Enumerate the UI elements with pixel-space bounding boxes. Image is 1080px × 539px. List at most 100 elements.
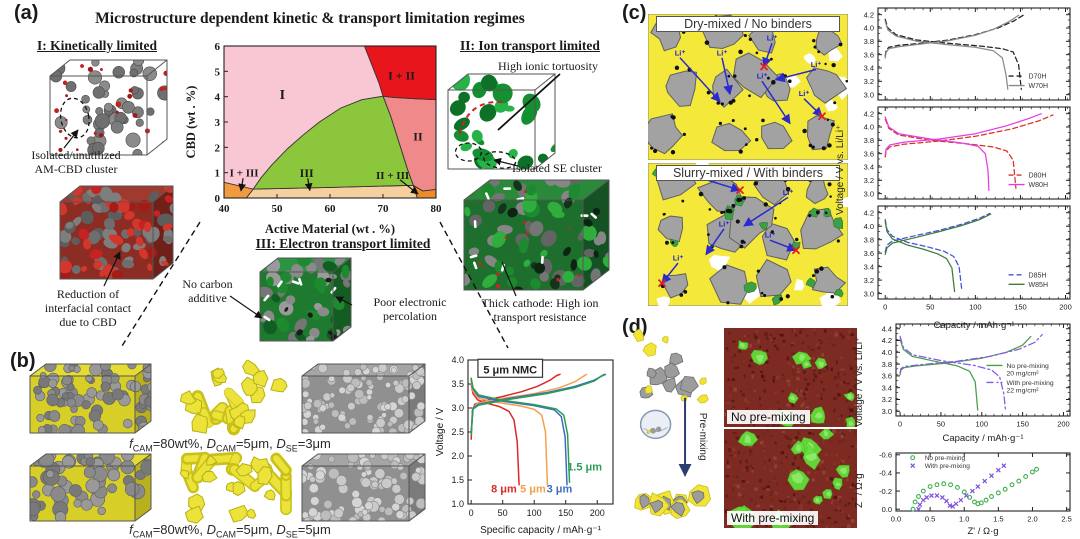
svg-text:3.8: 3.8 <box>864 136 874 145</box>
svg-text:3: 3 <box>215 117 221 129</box>
svg-text:20 mg/cm²: 20 mg/cm² <box>1006 371 1039 378</box>
svg-text:5 μm: 5 μm <box>520 484 546 496</box>
svg-text:III: III <box>300 166 314 180</box>
voltage-chart-80h: 3.0 3.2 3.4 3.6 3.8 4.0 4.2 D80H W80H <box>852 103 1078 202</box>
nmc-size-voltage-chart: 0 50 100 150 200 1.0 1.5 2.0 2.5 3.0 3.5 4.0 Specifi… <box>432 352 622 538</box>
dry-mixed-title: Dry-mixed / No binders <box>656 16 840 32</box>
svg-text:1.0: 1.0 <box>451 499 464 509</box>
svg-text:Pre-mixing: Pre-mixing <box>697 413 708 461</box>
dry-mixed-drawing: Li⁺ Li⁺ Li⁺ Li⁺ Li⁺ Li⁺ <box>640 13 855 161</box>
svg-text:50: 50 <box>926 303 934 312</box>
svg-text:4.0: 4.0 <box>882 348 892 357</box>
annotation-ionic-tortuosity: High ionic tortuosity <box>498 59 598 73</box>
svg-text:3.2: 3.2 <box>864 176 874 185</box>
svg-text:Li⁺: Li⁺ <box>757 72 768 81</box>
svg-text:60: 60 <box>325 203 337 215</box>
svg-text:I + III: I + III <box>230 168 259 180</box>
svg-text:2.0: 2.0 <box>1027 515 1037 524</box>
microstructure-caption-1: fCAM=80wt%, DCAM=5μm, DSE=3μm <box>129 436 331 454</box>
svg-text:22 mg/cm²: 22 mg/cm² <box>1006 388 1039 395</box>
svg-text:Li⁺: Li⁺ <box>811 60 822 69</box>
cam-se-mix-slab-1 <box>28 362 154 436</box>
svg-text:150: 150 <box>558 508 573 518</box>
heading-electron-transport-limited: III: Electron transport limited <box>255 236 431 251</box>
svg-text:3.6: 3.6 <box>864 249 874 258</box>
svg-text:1.5 μm: 1.5 μm <box>567 462 602 474</box>
panel-d-bottom-yaxis-label: Z'' / Ω·g <box>854 473 865 509</box>
svg-text:Li⁺: Li⁺ <box>783 188 794 197</box>
svg-text:3.0: 3.0 <box>864 189 874 198</box>
svg-text:3.2: 3.2 <box>882 395 892 404</box>
svg-text:No pre-mixing: No pre-mixing <box>925 455 966 462</box>
heading-kinetically-limited: I: Kinetically limited <box>37 38 157 53</box>
svg-text:4.4: 4.4 <box>882 324 892 333</box>
svg-text:D85H: D85H <box>1029 272 1047 279</box>
svg-text:-0.6: -0.6 <box>879 451 892 460</box>
svg-text:100: 100 <box>976 420 989 429</box>
am-cbd-cluster-cube-image <box>48 58 170 158</box>
svg-text:Capacity / mAh·g⁻¹: Capacity / mAh·g⁻¹ <box>942 433 1023 444</box>
premixing-nyquist-chart: 0.0 0.5 1.0 1.5 2.0 2.5 0.0 -0.2 -0.4 -0.6 Z' / Ω·… <box>868 448 1078 539</box>
svg-text:4.2: 4.2 <box>864 208 874 217</box>
svg-text:3 μm: 3 μm <box>547 484 573 496</box>
svg-text:0: 0 <box>883 303 887 312</box>
svg-text:3.6: 3.6 <box>864 149 874 158</box>
svg-text:2: 2 <box>215 142 221 154</box>
svg-text:W70H: W70H <box>1029 83 1048 90</box>
svg-text:3.4: 3.4 <box>864 262 874 271</box>
cam-only-slab-2 <box>300 452 428 524</box>
svg-text:3.4: 3.4 <box>864 163 874 172</box>
panel-c-label: (c) <box>622 2 647 24</box>
svg-text:Capacity / mAh·g⁻¹: Capacity / mAh·g⁻¹ <box>933 320 1014 331</box>
svg-text:Li⁺: Li⁺ <box>675 48 686 57</box>
svg-text:1.5: 1.5 <box>451 475 464 485</box>
svg-text:5: 5 <box>215 66 221 78</box>
svg-text:3.4: 3.4 <box>864 64 874 73</box>
svg-text:No pre-mixing: No pre-mixing <box>1006 363 1049 370</box>
annotation-isolated-se: Isolated SE cluster <box>512 161 602 175</box>
svg-text:3.8: 3.8 <box>864 37 874 46</box>
annotation-reduced-contact: Reduction of interfacial contact due to … <box>44 287 132 329</box>
svg-text:4.2: 4.2 <box>882 336 892 345</box>
svg-text:200: 200 <box>1059 303 1072 312</box>
se-network-skeleton-2 <box>168 450 294 525</box>
cam-only-slab-1 <box>300 362 428 436</box>
svg-text:4.0: 4.0 <box>451 355 464 365</box>
svg-text:2.0: 2.0 <box>451 451 464 461</box>
svg-text:-0.4: -0.4 <box>879 469 892 478</box>
svg-text:D80H: D80H <box>1029 173 1047 180</box>
svg-text:3.6: 3.6 <box>864 50 874 59</box>
panel-a-title: Microstructure dependent kinetic & trans… <box>95 10 525 27</box>
svg-text:150: 150 <box>1014 303 1027 312</box>
panel-c-yaxis-label: Voltage / V vs. Li/Li⁺ <box>835 124 846 216</box>
annotation-thick-cathode: Thick cathode: High ion transport resist… <box>481 296 599 324</box>
svg-text:Specific capacity / mAh·g⁻¹: Specific capacity / mAh·g⁻¹ <box>480 525 602 536</box>
annotation-isolated-am-cbd: Isolated/unutilized AM-CBD cluster <box>31 148 121 176</box>
microstructure-caption-2: fCAM=80wt%, DCAM=5μm, DSE=5μm <box>129 522 331 539</box>
svg-text:Z' / Ω·g: Z' / Ω·g <box>967 526 998 537</box>
svg-text:50: 50 <box>498 508 508 518</box>
with-premixing-label: With pre-mixing <box>727 511 819 525</box>
svg-text:W85H: W85H <box>1029 282 1048 289</box>
svg-text:I + II: I + II <box>388 68 415 82</box>
svg-text:-0.2: -0.2 <box>879 487 892 496</box>
with-premixing-micrograph: With pre-mixing <box>724 427 859 533</box>
svg-text:3.4: 3.4 <box>882 383 892 392</box>
se-cluster-cube-image <box>446 72 558 172</box>
dry-mixed-schematic: Li⁺ Li⁺ Li⁺ Li⁺ Li⁺ Li⁺ Dry-mixed / No binder… <box>640 13 855 161</box>
svg-text:0: 0 <box>898 420 902 429</box>
svg-text:150: 150 <box>1016 420 1029 429</box>
svg-text:4.0: 4.0 <box>864 222 874 231</box>
svg-text:Li⁺: Li⁺ <box>673 254 684 263</box>
heading-ion-transport-limited: II: Ion transport limited <box>460 38 600 53</box>
svg-text:100: 100 <box>527 508 542 518</box>
svg-text:4.0: 4.0 <box>864 123 874 132</box>
svg-text:Li⁺: Li⁺ <box>719 219 730 228</box>
voltage-chart-85h: 0 50 100 150 200 3.0 3.2 3.4 3.6 3.8 4.0 4.2 Capacit… <box>852 202 1078 333</box>
svg-text:3.5: 3.5 <box>451 379 464 389</box>
red-cbd-cube-image <box>58 184 176 282</box>
svg-text:3.8: 3.8 <box>882 360 892 369</box>
svg-text:200: 200 <box>1057 420 1070 429</box>
premixing-schematic: Pre-mixing <box>628 328 720 533</box>
